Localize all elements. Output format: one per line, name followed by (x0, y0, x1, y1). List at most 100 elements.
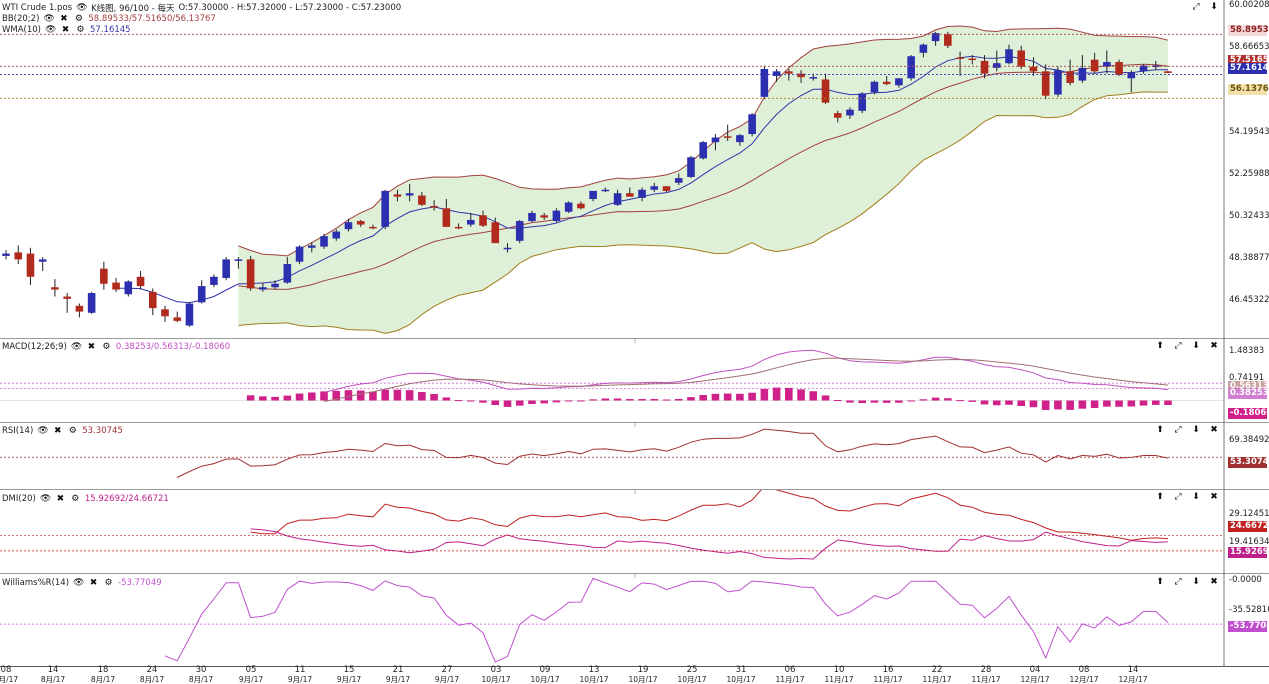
x-tick-label: 03 10月/17 (481, 666, 511, 684)
eye-icon[interactable]: 👁 (37, 425, 49, 436)
move-up-icon[interactable]: ⬆ (1156, 341, 1164, 351)
x-tick-month: 10月/17 (628, 675, 658, 684)
eye-icon[interactable]: 👁 (39, 493, 52, 504)
macd-histogram-bar (356, 390, 365, 401)
move-down-icon[interactable]: ⬇ (1192, 425, 1200, 435)
gear-icon[interactable]: ⚙ (74, 13, 83, 24)
dmi-minus-line (250, 528, 1169, 560)
close-icon[interactable]: ✖ (87, 341, 96, 352)
gear-icon[interactable]: ⚙ (71, 493, 80, 504)
candle-body (14, 252, 23, 260)
x-tick-month: 8月/17 (90, 675, 116, 684)
resize-handle[interactable]: ⁞ (633, 572, 637, 580)
x-tick-day: 06 (784, 665, 796, 675)
move-down-icon[interactable]: ⬇ (1192, 577, 1200, 587)
expand-icon[interactable]: ⤢ (1174, 492, 1182, 502)
hist-tag: -0.18060 (1228, 408, 1269, 419)
expand-icon[interactable]: ⤢ (1192, 2, 1200, 12)
x-tick-month: 10月/17 (579, 675, 609, 684)
dmi-header: DMI(20) 👁 ✖ ⚙ 15.92692/24.66721 (2, 493, 169, 505)
x-tick-day: 27 (441, 665, 453, 675)
x-tick-label: 10 11月/17 (824, 666, 854, 684)
move-up-icon[interactable]: ⬆ (1156, 577, 1164, 587)
macd-chart[interactable] (0, 339, 1269, 423)
close-icon[interactable]: ✖ (89, 577, 98, 588)
bb-values: 58.89533/57.51650/56.13767 (88, 14, 216, 24)
macd-histogram-bar (687, 397, 695, 401)
macd-histogram-bar (418, 391, 426, 401)
close-icon[interactable]: ✖ (1210, 577, 1218, 587)
close-icon[interactable]: ✖ (1210, 425, 1218, 435)
candle-body (992, 63, 1001, 68)
gear-icon[interactable]: ⚙ (76, 24, 85, 35)
macd-histogram-bar (1139, 400, 1148, 406)
price-chart[interactable] (0, 0, 1269, 339)
eye-icon[interactable]: 👁 (76, 2, 88, 13)
candle-body (87, 293, 96, 313)
close-icon[interactable]: ✖ (53, 425, 62, 436)
close-icon[interactable]: ✖ (1210, 492, 1218, 502)
macd-histogram-bar (246, 395, 255, 401)
macd-histogram-bar (980, 400, 989, 405)
price-pane[interactable]: WTI Crude 1.pos 👁 K线图, 96/100 - 每天 O:57.… (0, 0, 1269, 339)
close-icon[interactable]: ✖ (56, 493, 65, 504)
resize-handle[interactable]: ⁞ (633, 421, 637, 429)
x-tick-day: 14 (1127, 665, 1139, 675)
eye-icon[interactable]: 👁 (45, 24, 57, 35)
gear-icon[interactable]: ⚙ (102, 341, 111, 352)
close-icon[interactable]: ✖ (60, 13, 68, 24)
rsi-pane[interactable]: ⁞ RSI(14) 👁 ✖ ⚙ 53.30745 ⬆ ⤢ ⬇ ✖ 69.38492 5… (0, 421, 1269, 490)
resize-handle[interactable]: ⁞ (633, 337, 637, 345)
candle-body (528, 212, 536, 222)
x-tick-label: 24 8月/17 (137, 666, 167, 684)
dmi-chart[interactable] (0, 490, 1269, 574)
candle-body (760, 69, 769, 97)
gear-icon[interactable]: ⚙ (104, 577, 113, 588)
x-tick-day: 16 (882, 665, 894, 675)
move-up-icon[interactable]: ⬆ (1156, 425, 1164, 435)
move-up-icon[interactable]: ⬆ (1156, 492, 1164, 502)
eye-icon[interactable]: 👁 (70, 341, 83, 352)
close-icon[interactable]: ✖ (61, 24, 70, 35)
williams-pane[interactable]: ⁞ Williams%R(14) 👁 ✖ ⚙ -53.77049 ⬆ ⤢ ⬇ ✖ -0… (0, 572, 1269, 667)
move-down-icon[interactable]: ⬇ (1210, 2, 1218, 12)
macd-histogram-bar (491, 400, 500, 406)
move-down-icon[interactable]: ⬇ (1192, 341, 1200, 351)
gear-icon[interactable]: ⚙ (68, 425, 77, 436)
rsi-chart[interactable] (0, 423, 1269, 490)
wr-pane-controls: ⬆ ⤢ ⬇ ✖ (1155, 577, 1219, 587)
candle-body (467, 219, 475, 225)
macd-pane[interactable]: ⁞ MACD(12;26;9) 👁 ✖ ⚙ 0.38253/0.56313/-0… (0, 337, 1269, 423)
macd-histogram-bar (736, 393, 744, 401)
expand-icon[interactable]: ⤢ (1174, 577, 1182, 587)
macd-histogram-bar (369, 391, 377, 401)
candle-body (1078, 67, 1087, 81)
candle-body (454, 226, 463, 229)
williams-line (164, 577, 1169, 663)
candle-body (968, 58, 977, 61)
y-tick: 46.45322 (1229, 295, 1269, 305)
candle-body (931, 33, 940, 42)
williams-chart[interactable] (0, 574, 1269, 667)
candle-body (711, 137, 720, 143)
y-tick: 1.48383 (1229, 346, 1265, 356)
bb-lower-tag: 56.13767 (1228, 84, 1269, 95)
candle-body (956, 57, 964, 59)
bb-label: BB(20;2) (2, 14, 40, 24)
macd-histogram-bar (613, 398, 622, 401)
macd-histogram-bar (723, 393, 732, 401)
expand-icon[interactable]: ⤢ (1174, 341, 1182, 351)
candle-body (26, 253, 35, 277)
x-tick-day: 14 (47, 665, 59, 675)
x-tick-day: 05 (245, 665, 257, 675)
eye-icon[interactable]: 👁 (43, 13, 55, 24)
candle-body (515, 221, 524, 241)
close-icon[interactable]: ✖ (1210, 341, 1218, 351)
rsi-label: RSI(14) (2, 426, 34, 436)
x-tick-day: 19 (637, 665, 649, 675)
expand-icon[interactable]: ⤢ (1174, 425, 1182, 435)
resize-handle[interactable]: ⁞ (633, 488, 637, 496)
dmi-pane[interactable]: ⁞ DMI(20) 👁 ✖ ⚙ 15.92692/24.66721 ⬆ ⤢ ⬇ ✖ 2… (0, 488, 1269, 574)
eye-icon[interactable]: 👁 (73, 577, 85, 588)
move-down-icon[interactable]: ⬇ (1192, 492, 1200, 502)
